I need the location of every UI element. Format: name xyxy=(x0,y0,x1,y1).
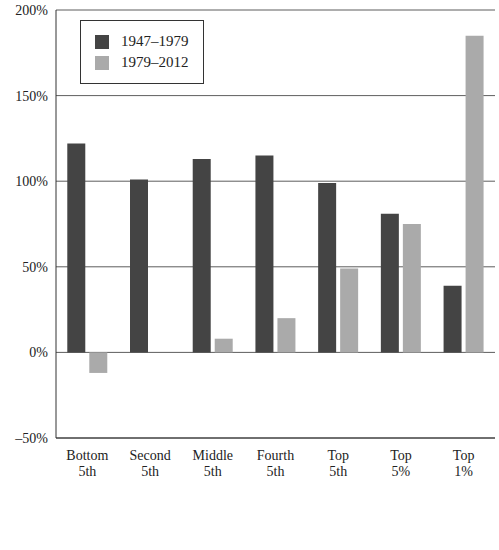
svg-text:Top5%: Top5% xyxy=(390,448,412,479)
svg-text:Fourth5th: Fourth5th xyxy=(257,448,294,479)
svg-text:100%: 100% xyxy=(15,174,48,189)
html-text:1947–1979: 1947–1979 xyxy=(121,33,189,49)
svg-text:Top5th: Top5th xyxy=(327,448,349,479)
html-text:1979–2012: 1979–2012 xyxy=(121,54,189,70)
svg-text:Top1%: Top1% xyxy=(453,448,475,479)
svg-text:Second5th: Second5th xyxy=(129,448,170,479)
svg-text:–50%: –50% xyxy=(14,431,48,446)
svg-text:0%: 0% xyxy=(29,345,48,360)
svg-text:Middle5th: Middle5th xyxy=(193,448,233,479)
svg-text:150%: 150% xyxy=(15,89,48,104)
svg-text:Bottom5th: Bottom5th xyxy=(66,448,108,479)
svg-text:50%: 50% xyxy=(22,260,48,275)
svg-text:200%: 200% xyxy=(15,3,48,18)
